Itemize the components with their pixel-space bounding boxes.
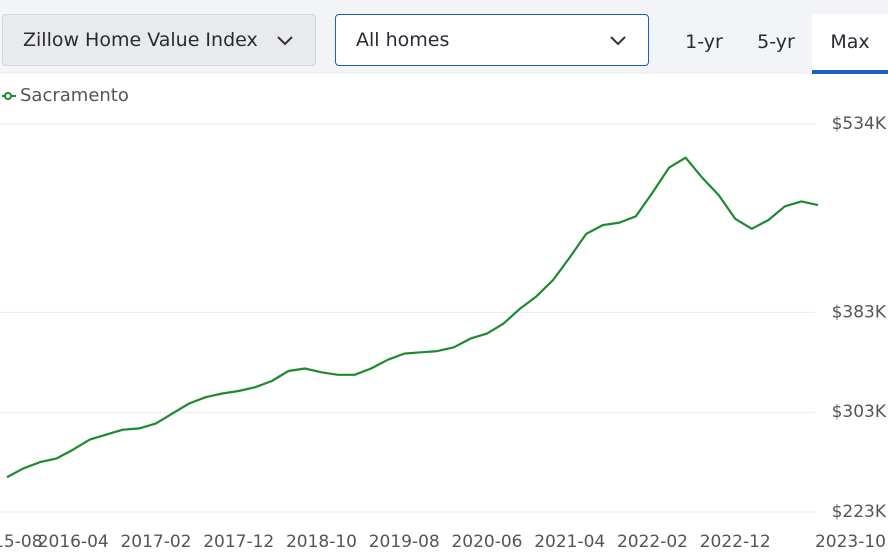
y-tick-label: $534K — [832, 114, 887, 134]
range-tab-active[interactable]: Max — [812, 14, 888, 74]
y-tick-label: $383K — [832, 302, 887, 322]
x-tick-label: 2016-04 — [38, 532, 109, 552]
x-tick-label: 2020-06 — [451, 532, 522, 552]
x-tick-label: 2017-12 — [203, 532, 274, 552]
legend-label: Sacramento — [20, 85, 129, 106]
x-tick-label: 2022-02 — [617, 532, 688, 552]
chevron — [277, 36, 293, 46]
x-tick-label: 2022-12 — [700, 532, 771, 552]
toolbar: Zillow Home Value Index All homes 1-yr 5… — [0, 0, 888, 74]
x-tick-label: 2018-10 — [286, 532, 357, 552]
data-line — [6, 156, 819, 479]
chevron — [610, 36, 626, 46]
x-tick-label: 2017-02 — [120, 532, 191, 552]
x-tick-label: 2019-08 — [369, 532, 440, 552]
y-tick-label: $303K — [832, 402, 887, 422]
x-tick-label: 2021-04 — [534, 532, 605, 552]
home-type-dropdown[interactable]: All homes — [335, 14, 649, 66]
legend-marker — [4, 92, 12, 100]
dropdown-text: Zillow Home Value Index — [23, 29, 258, 51]
range-tab[interactable]: 1-yr — [685, 31, 723, 53]
y-tick-label: $223K — [832, 502, 887, 522]
dropdown-text: All homes — [356, 29, 450, 51]
metric-dropdown[interactable]: Zillow Home Value Index — [2, 14, 316, 66]
x-tick-label: 2015-08 — [0, 532, 43, 552]
x-tick-label: 2023-10 — [815, 532, 886, 552]
range-tab[interactable]: 5-yr — [757, 31, 795, 53]
